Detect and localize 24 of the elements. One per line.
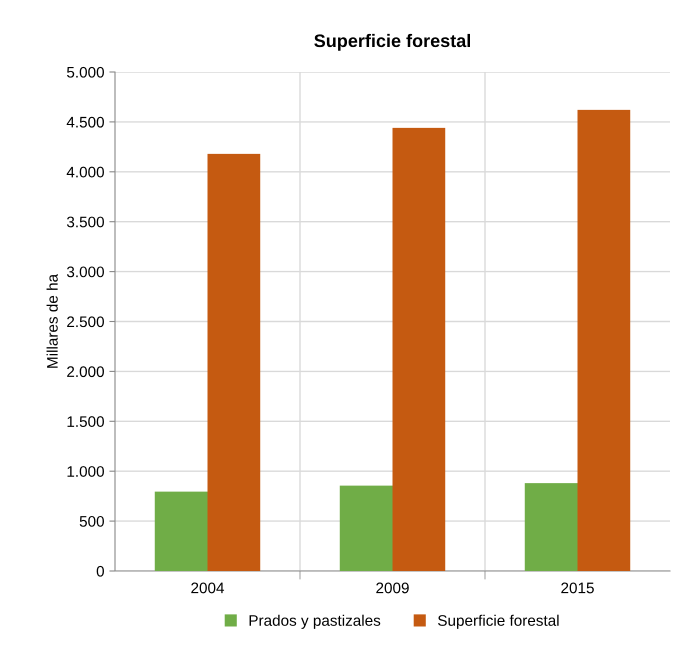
y-tick-label: 2.500 <box>67 316 104 328</box>
y-tick-label: 0 <box>96 566 104 577</box>
bar <box>392 128 446 571</box>
y-tick-label: 1.500 <box>68 416 104 427</box>
y-tick-label: 2.000 <box>67 366 104 378</box>
y-tick-label: 3.000 <box>66 266 104 278</box>
y-tick-label: 5.000 <box>66 66 104 78</box>
bar <box>208 154 260 571</box>
chart-title: Superficie forestal <box>314 34 470 51</box>
y-tick-label: 4.500 <box>66 116 104 128</box>
bar <box>340 486 392 571</box>
bar <box>524 483 578 571</box>
y-tick-label: 500 <box>80 516 104 527</box>
x-tick-label: 2015 <box>561 582 594 594</box>
x-tick-label: 2004 <box>191 582 224 594</box>
y-tick-label: 1.000 <box>68 466 104 477</box>
bar <box>578 110 630 571</box>
y-tick-label: 3.500 <box>66 216 104 228</box>
x-tick-label: 2009 <box>376 582 409 594</box>
legend-label: Prados y pastizales <box>250 614 380 629</box>
y-tick-label: 4.000 <box>66 166 104 178</box>
bar <box>154 492 208 571</box>
y-axis-title: Millares de ha <box>46 274 58 368</box>
legend-label: Superficie forestal <box>438 614 559 629</box>
